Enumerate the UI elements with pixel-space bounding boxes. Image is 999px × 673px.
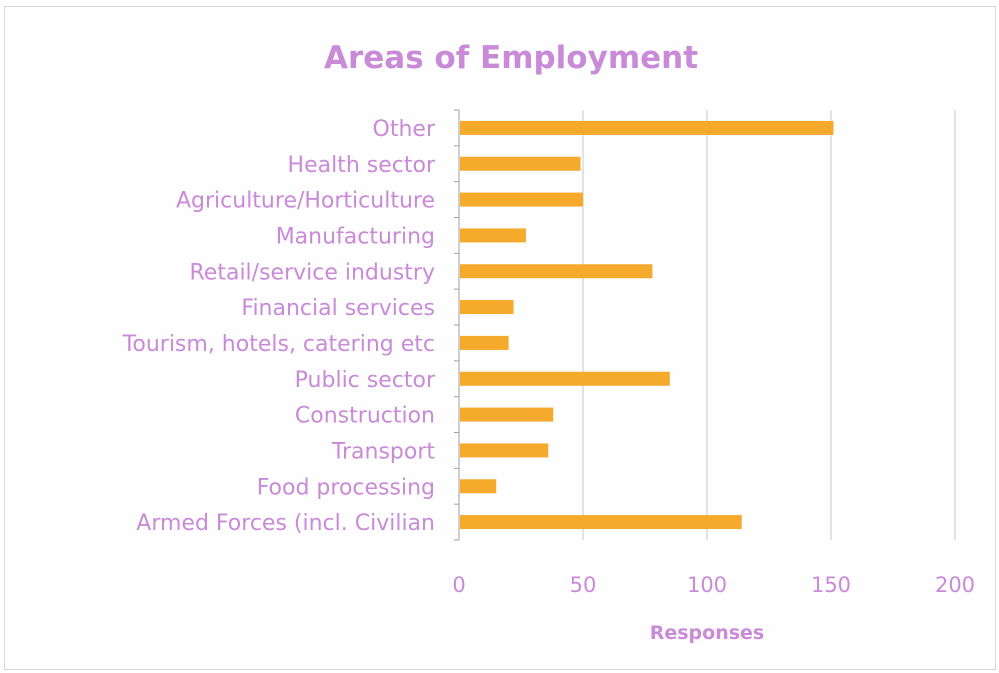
category-label: Construction bbox=[295, 404, 435, 429]
category-label: Retail/service industry bbox=[190, 260, 436, 285]
category-labels: Other Health sector Agriculture/Horticultu… bbox=[122, 117, 436, 536]
bar bbox=[460, 407, 554, 422]
category-label: Other bbox=[373, 117, 436, 142]
x-tick-label: 150 bbox=[811, 573, 851, 597]
category-label: Public sector bbox=[295, 368, 436, 393]
gridlines bbox=[582, 110, 956, 540]
chart-title: Areas of Employment bbox=[324, 40, 698, 76]
bar bbox=[460, 156, 581, 171]
bar-chart: Areas of Employment Other Health sector Ag… bbox=[122, 40, 975, 644]
bar bbox=[460, 120, 834, 135]
category-label: Armed Forces (incl. Civilian bbox=[136, 511, 435, 536]
x-tick-label: 200 bbox=[935, 573, 975, 597]
bar bbox=[460, 228, 526, 243]
bar bbox=[460, 371, 670, 386]
bar bbox=[460, 479, 497, 494]
bar bbox=[460, 300, 514, 315]
x-tick-label: 50 bbox=[570, 573, 597, 597]
category-label: Tourism, hotels, catering etc bbox=[122, 332, 435, 357]
bar bbox=[460, 192, 583, 207]
x-tick-label: 0 bbox=[452, 573, 465, 597]
x-tick-label: 100 bbox=[687, 573, 727, 597]
category-label: Manufacturing bbox=[276, 224, 435, 249]
x-tick-labels: 0 50 100 150 200 bbox=[452, 573, 975, 597]
chart-frame: Areas of Employment Other Health sector Ag… bbox=[4, 6, 996, 670]
category-label: Financial services bbox=[241, 296, 435, 321]
category-label: Food processing bbox=[257, 475, 435, 500]
bar bbox=[460, 515, 742, 530]
bars bbox=[460, 120, 834, 530]
bar bbox=[460, 443, 549, 458]
category-label: Health sector bbox=[288, 153, 436, 178]
category-label: Transport bbox=[331, 439, 436, 464]
bar bbox=[460, 264, 653, 279]
axes bbox=[454, 109, 460, 541]
x-axis-title: Responses bbox=[650, 622, 765, 644]
category-label: Agriculture/Horticulture bbox=[176, 189, 435, 214]
bar bbox=[460, 335, 509, 350]
